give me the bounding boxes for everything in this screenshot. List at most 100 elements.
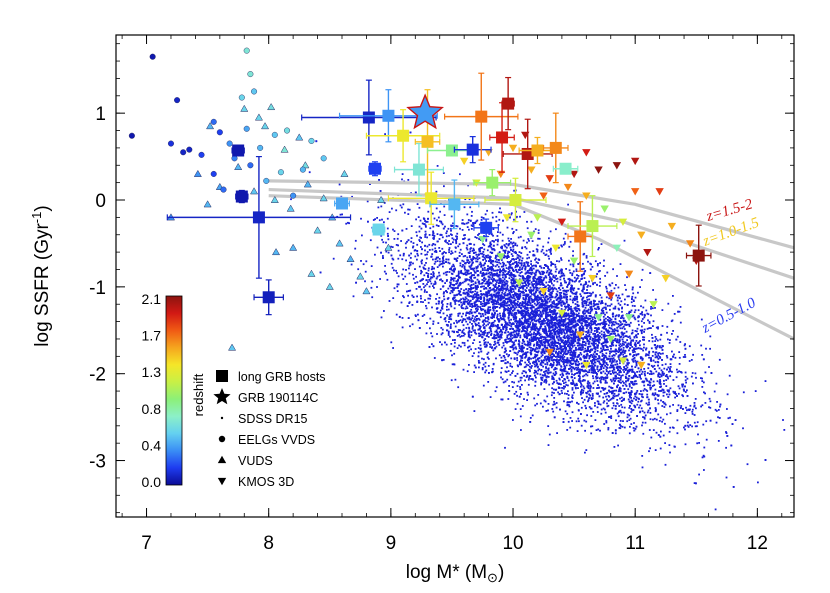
sdss-point (654, 361, 657, 364)
sdss-point (551, 391, 554, 394)
sdss-point (543, 318, 545, 320)
sdss-point (548, 433, 551, 436)
sdss-point (552, 263, 555, 265)
sdss-point (502, 249, 505, 252)
sdss-point (667, 302, 670, 305)
sdss-point (615, 334, 617, 337)
sdss-point (498, 291, 501, 294)
sdss-point (473, 339, 476, 341)
sdss-point (445, 280, 448, 282)
sdss-point (529, 334, 532, 337)
sdss-point (589, 262, 592, 265)
sdss-point (578, 344, 581, 346)
sdss-point (513, 313, 516, 316)
sdss-point (518, 347, 521, 349)
sdss-point (626, 370, 629, 373)
sdss-point (560, 350, 563, 353)
sdss-point (551, 375, 554, 378)
sdss-point (545, 253, 548, 256)
sdss-point (477, 317, 480, 320)
sdss-point (479, 261, 482, 264)
sdss-point (646, 396, 649, 398)
sdss-point (696, 425, 698, 428)
sdss-point (633, 422, 635, 424)
sdss-point (438, 311, 440, 314)
sdss-point (621, 351, 624, 354)
sdss-point (481, 368, 484, 371)
sdss-point (507, 289, 510, 292)
sdss-point (657, 327, 659, 330)
sdss-point (609, 321, 611, 324)
sdss-point (622, 346, 625, 349)
sdss-point (580, 385, 582, 388)
sdss-point (521, 282, 524, 285)
sdss-point (535, 323, 537, 326)
sdss-point (487, 254, 489, 257)
sdss-point (505, 323, 508, 326)
sdss-point (428, 249, 431, 251)
sdss-point (615, 419, 617, 422)
sdss-point (649, 447, 651, 450)
sdss-point (541, 348, 544, 351)
sdss-point (593, 302, 595, 305)
sdss-point (625, 355, 628, 357)
sdss-point (542, 361, 545, 364)
sdss-point (491, 368, 494, 370)
sdss-point (535, 270, 538, 273)
sdss-point (590, 432, 593, 435)
sdss-point (607, 428, 610, 431)
sdss-point (470, 258, 472, 261)
sdss-point (412, 246, 414, 249)
sdss-point (527, 341, 530, 344)
sdss-point (590, 367, 593, 370)
sdss-point (564, 339, 567, 342)
sdss-point (465, 305, 468, 308)
sdss-point (535, 313, 538, 316)
sdss-point (463, 265, 466, 268)
sdss-point (515, 261, 518, 263)
sdss-point (545, 355, 547, 358)
sdss-point (594, 260, 597, 263)
sdss-point (613, 395, 616, 398)
sdss-point (477, 322, 480, 324)
sdss-point (516, 329, 519, 332)
sdss-point (544, 341, 547, 343)
sdss-point (467, 311, 470, 314)
sdss-point (436, 219, 438, 222)
sdss-point (496, 334, 499, 337)
sdss-point (632, 339, 635, 342)
sdss-point (493, 240, 495, 243)
sdss-point (489, 274, 492, 276)
sdss-point (553, 354, 555, 356)
sdss-point (484, 338, 487, 340)
sdss-point (417, 313, 419, 316)
sdss-point (640, 332, 643, 335)
sdss-point (524, 332, 527, 335)
sdss-point (457, 289, 460, 292)
sdss-point (615, 284, 617, 286)
sdss-point (656, 393, 659, 396)
sdss-point (535, 288, 538, 290)
sdss-point (502, 261, 504, 264)
sdss-point (351, 195, 353, 198)
sdss-point (567, 401, 570, 404)
sdss-point (446, 305, 448, 308)
sdss-point (521, 384, 523, 386)
sdss-point (439, 220, 441, 223)
sdss-point (432, 272, 435, 275)
sdss-point (506, 257, 508, 259)
sdss-point (628, 385, 631, 388)
sdss-point (462, 332, 465, 334)
sdss-point (609, 378, 612, 381)
sdss-point (471, 225, 474, 227)
sdss-point (582, 267, 585, 270)
sdss-point (582, 320, 585, 323)
sdss-point (573, 335, 576, 338)
sdss-point (497, 296, 500, 299)
sdss-point (571, 344, 574, 347)
sdss-point (554, 325, 557, 328)
sdss-point (605, 317, 607, 320)
sdss-point (599, 294, 602, 296)
sdss-point (623, 352, 626, 354)
sdss-point (546, 308, 549, 311)
